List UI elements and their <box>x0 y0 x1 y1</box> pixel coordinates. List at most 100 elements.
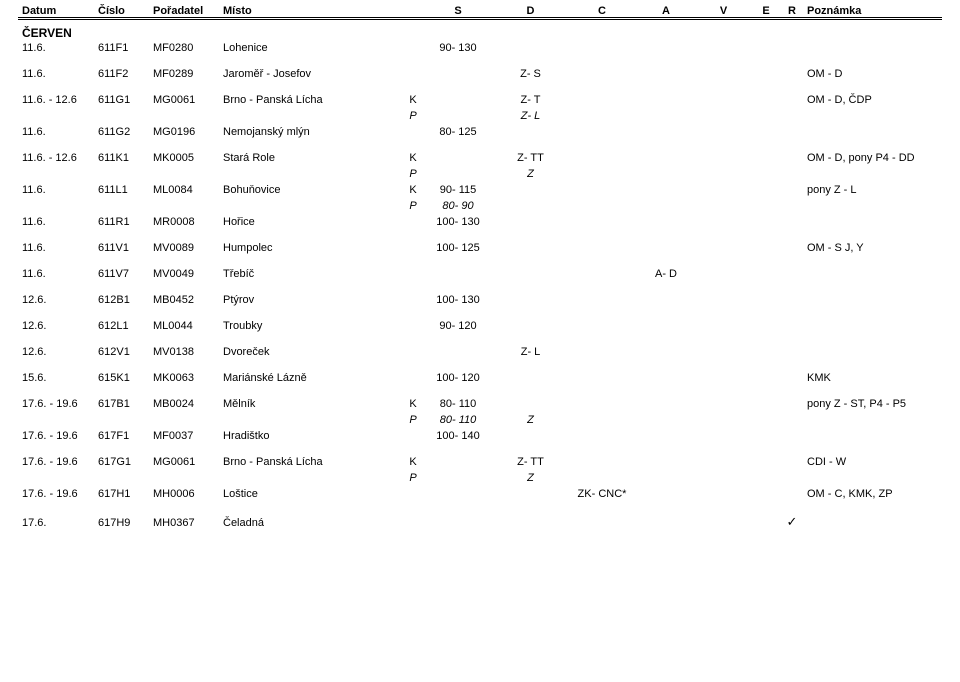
cell-misto: Hradištko <box>223 430 403 442</box>
cell-misto: Humpolec <box>223 242 403 254</box>
cell-datum: 17.6. - 19.6 <box>18 456 98 468</box>
cell-cislo: 611F2 <box>98 68 153 80</box>
cell-misto: Mariánské Lázně <box>223 372 403 384</box>
cell-cislo: 617H9 <box>98 517 153 529</box>
cell-poradatel: MG0196 <box>153 126 223 138</box>
cell-poznamka: pony Z - ST, P4 - P5 <box>803 398 942 410</box>
cell-cislo: 617H1 <box>98 488 153 500</box>
cell-poradatel: MB0452 <box>153 294 223 306</box>
cell-misto: Brno - Panská Lícha <box>223 94 403 106</box>
table-row: P80- 110Z <box>18 414 942 430</box>
cell-d: Z- TT <box>493 152 568 164</box>
table-row: 12.6.612V1MV0138DvorečekZ- L <box>18 346 942 362</box>
table-row: 17.6. - 19.6617F1MF0037Hradištko100- 140 <box>18 430 942 446</box>
cell-misto: Jaroměř - Josefov <box>223 68 403 80</box>
table-row: PZ- L <box>18 110 942 126</box>
header-cislo: Číslo <box>98 5 153 17</box>
cell-s: 80- 110 <box>423 414 493 426</box>
cell-datum: 12.6. <box>18 294 98 306</box>
cell-datum: 11.6. - 12.6 <box>18 152 98 164</box>
header-d: D <box>493 5 568 17</box>
header-poznamka: Poznámka <box>803 5 942 17</box>
cell-s: 90- 130 <box>423 42 493 54</box>
cell-misto: Loštice <box>223 488 403 500</box>
cell-kp: K <box>403 94 423 106</box>
table-row: 15.6.615K1MK0063Mariánské Lázně100- 120K… <box>18 372 942 388</box>
table-row: 11.6.611F2MF0289Jaroměř - JosefovZ- SOM … <box>18 68 942 84</box>
cell-poradatel: ML0084 <box>153 184 223 196</box>
cell-cislo: 611G2 <box>98 126 153 138</box>
cell-poradatel: MH0367 <box>153 517 223 529</box>
cell-poznamka: OM - C, KMK, ZP <box>803 488 942 500</box>
cell-poradatel: MF0289 <box>153 68 223 80</box>
table-row: P80- 90 <box>18 200 942 216</box>
header-s: S <box>423 5 493 17</box>
rows-container: 11.6.611F1MF0280Lohenice90- 13011.6.611F… <box>18 42 942 530</box>
table-row: 11.6.611F1MF0280Lohenice90- 130 <box>18 42 942 58</box>
cell-poradatel: MK0005 <box>153 152 223 164</box>
cell-cislo: 617G1 <box>98 456 153 468</box>
header-double-rule <box>18 19 942 20</box>
cell-s: 80- 125 <box>423 126 493 138</box>
cell-poznamka: OM - D, ČDP <box>803 94 942 106</box>
table-row: 12.6.612L1ML0044Troubky90- 120 <box>18 320 942 336</box>
cell-poznamka: pony Z - L <box>803 184 942 196</box>
cell-cislo: 611R1 <box>98 216 153 228</box>
cell-poradatel: MG0061 <box>153 94 223 106</box>
cell-kp: K <box>403 398 423 410</box>
cell-datum: 11.6. <box>18 68 98 80</box>
cell-cislo: 612V1 <box>98 346 153 358</box>
cell-misto: Mělník <box>223 398 403 410</box>
cell-poradatel: MK0063 <box>153 372 223 384</box>
table-row: 11.6.611L1ML0084BohuňoviceK90- 115pony Z… <box>18 184 942 200</box>
cell-datum: 11.6. <box>18 184 98 196</box>
cell-poradatel: MG0061 <box>153 456 223 468</box>
table-row: 11.6.611R1MR0008Hořice100- 130 <box>18 216 942 232</box>
cell-d: Z- T <box>493 94 568 106</box>
cell-s: 80- 110 <box>423 398 493 410</box>
cell-poznamka: OM - D <box>803 68 942 80</box>
table-row: PZ <box>18 472 942 488</box>
cell-poradatel: MV0138 <box>153 346 223 358</box>
cell-kp: P <box>403 168 423 180</box>
cell-cislo: 611V7 <box>98 268 153 280</box>
cell-kp: P <box>403 110 423 122</box>
cell-s: 100- 140 <box>423 430 493 442</box>
header-r: R <box>781 5 803 17</box>
cell-d: Z <box>493 472 568 484</box>
cell-kp: K <box>403 152 423 164</box>
cell-misto: Čeladná <box>223 517 403 529</box>
cell-datum: 11.6. <box>18 216 98 228</box>
cell-a: A- D <box>636 268 696 280</box>
cell-kp: P <box>403 472 423 484</box>
table-row: PZ <box>18 168 942 184</box>
cell-datum: 11.6. - 12.6 <box>18 94 98 106</box>
cell-s: 100- 130 <box>423 216 493 228</box>
cell-misto: Brno - Panská Lícha <box>223 456 403 468</box>
cell-poradatel: MF0037 <box>153 430 223 442</box>
cell-datum: 17.6. <box>18 517 98 529</box>
cell-poradatel: MH0006 <box>153 488 223 500</box>
cell-kp: P <box>403 200 423 212</box>
cell-misto: Stará Role <box>223 152 403 164</box>
cell-poznamka: OM - D, pony P4 - DD <box>803 152 942 164</box>
month-label: ČERVEN <box>18 18 942 42</box>
cell-cislo: 617F1 <box>98 430 153 442</box>
cell-misto: Bohuňovice <box>223 184 403 196</box>
cell-cislo: 611F1 <box>98 42 153 54</box>
cell-poradatel: MF0280 <box>153 42 223 54</box>
header-datum: Datum <box>18 5 98 17</box>
cell-cislo: 615K1 <box>98 372 153 384</box>
cell-cislo: 611V1 <box>98 242 153 254</box>
table-row: 17.6.617H9MH0367Čeladná✓ <box>18 514 942 530</box>
cell-s: 100- 125 <box>423 242 493 254</box>
header-v: V <box>696 5 751 17</box>
cell-s: 80- 90 <box>423 200 493 212</box>
cell-misto: Třebíč <box>223 268 403 280</box>
cell-misto: Troubky <box>223 320 403 332</box>
table-row: 11.6.611G2MG0196Nemojanský mlýn80- 125 <box>18 126 942 142</box>
cell-s: 100- 130 <box>423 294 493 306</box>
cell-poradatel: MR0008 <box>153 216 223 228</box>
header-a: A <box>636 5 696 17</box>
table-row: 17.6. - 19.6617G1MG0061Brno - Panská Líc… <box>18 456 942 472</box>
